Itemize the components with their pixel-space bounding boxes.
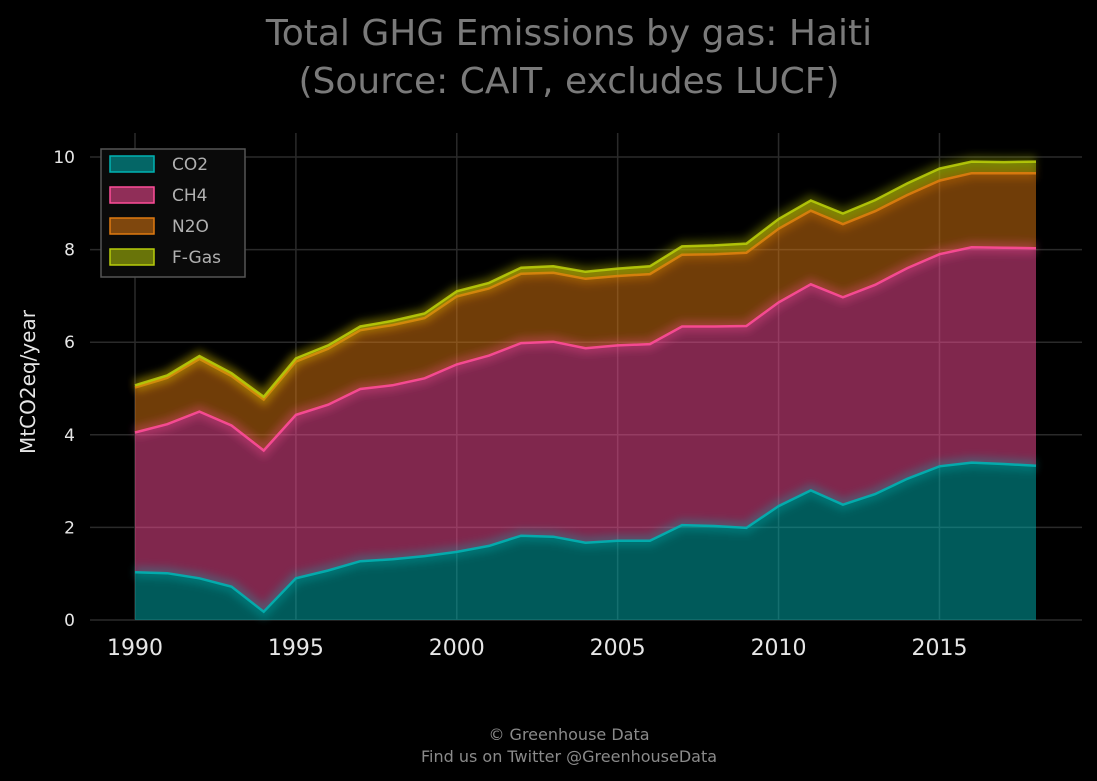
y-tick-label-10: 10 — [53, 148, 75, 168]
area-ch4 — [135, 247, 1036, 612]
chart-title-line1: Total GHG Emissions by gas: Haiti — [265, 13, 872, 54]
y-tick-label-8: 8 — [64, 241, 75, 261]
chart-title-line2: (Source: CAIT, excludes LUCF) — [298, 61, 839, 102]
legend-swatch-n2o — [109, 217, 155, 235]
footer-copyright: © Greenhouse Data — [488, 725, 649, 744]
legend-label-co2: CO2 — [172, 155, 208, 175]
legend-label-f-gas: F-Gas — [172, 248, 221, 268]
x-tick-label-1995: 1995 — [268, 636, 324, 661]
x-tick-label-2015: 2015 — [911, 636, 967, 661]
footer-twitter: Find us on Twitter @GreenhouseData — [421, 747, 717, 766]
legend-swatch-co2 — [109, 155, 155, 173]
x-axis-ticks: 1990 1995 2000 2005 2010 2015 — [107, 636, 967, 661]
series-line-co2 — [134, 461, 1037, 614]
x-tick-label-2010: 2010 — [751, 636, 807, 661]
y-axis-ticks: 0 2 4 6 8 10 — [53, 148, 75, 631]
area-n2o — [135, 173, 1036, 451]
legend-label-n2o: N2O — [172, 217, 209, 237]
x-tick-label-2005: 2005 — [590, 636, 646, 661]
area-layers — [135, 161, 1036, 620]
y-axis-label: MtCO2eq/year — [16, 309, 40, 454]
legend-swatch-ch4 — [109, 186, 155, 204]
area-co2 — [135, 462, 1036, 620]
series-line-f-gas — [134, 160, 1037, 399]
series-lines — [133, 155, 1037, 620]
y-tick-label-0: 0 — [64, 611, 75, 631]
legend-label-ch4: CH4 — [172, 186, 207, 206]
legend: CO2 CH4 N2O F-Gas — [100, 148, 246, 278]
y-tick-label-2: 2 — [64, 518, 75, 538]
x-tick-label-2000: 2000 — [429, 636, 485, 661]
series-line-ch4 — [134, 246, 1037, 453]
y-tick-label-4: 4 — [64, 426, 75, 446]
y-tick-label-6: 6 — [64, 333, 75, 353]
x-tick-label-1990: 1990 — [107, 636, 163, 661]
legend-swatch-f-gas — [109, 248, 155, 266]
